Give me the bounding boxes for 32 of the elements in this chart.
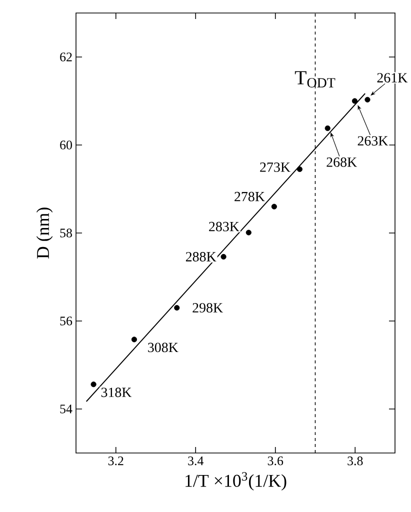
point <box>220 254 226 260</box>
point <box>364 96 370 102</box>
x-tick-label: 3.2 <box>108 456 124 466</box>
point <box>131 336 138 342</box>
annotation: 288K <box>186 252 216 262</box>
annotation: 268K <box>326 157 357 167</box>
point <box>174 305 180 311</box>
y-tick-label: 56 <box>60 316 72 326</box>
annotation: 263K <box>358 136 388 146</box>
annotation: 261K <box>377 73 408 82</box>
point <box>90 382 96 388</box>
annotation: 298K <box>192 303 223 313</box>
x-tick-label: 3.4 <box>188 456 204 466</box>
annotation: 318K <box>101 388 132 398</box>
point <box>352 98 358 104</box>
annotation: 283K <box>209 222 240 232</box>
point <box>271 204 277 210</box>
point <box>296 166 302 172</box>
x-tick-label: 3.6 <box>268 456 284 466</box>
annotation: 273K <box>260 162 290 172</box>
y-tick-label: 58 <box>60 228 72 238</box>
x-axis-title: 1/T ×10$^{3}$(1/K) <box>186 472 286 491</box>
y-axis-title: D (nm) <box>36 208 53 259</box>
point <box>324 125 330 132</box>
y-tick-label: 60 <box>60 140 72 150</box>
y-tick-label: 54 <box>60 404 72 414</box>
annotation: 308K <box>148 342 178 352</box>
annotation: 278K <box>234 192 265 202</box>
point <box>246 230 252 236</box>
x-tick-label: 3.8 <box>348 456 363 466</box>
ref-line-label: T$_{ODT}$ <box>294 71 336 88</box>
y-tick-label: 62 <box>60 52 72 62</box>
